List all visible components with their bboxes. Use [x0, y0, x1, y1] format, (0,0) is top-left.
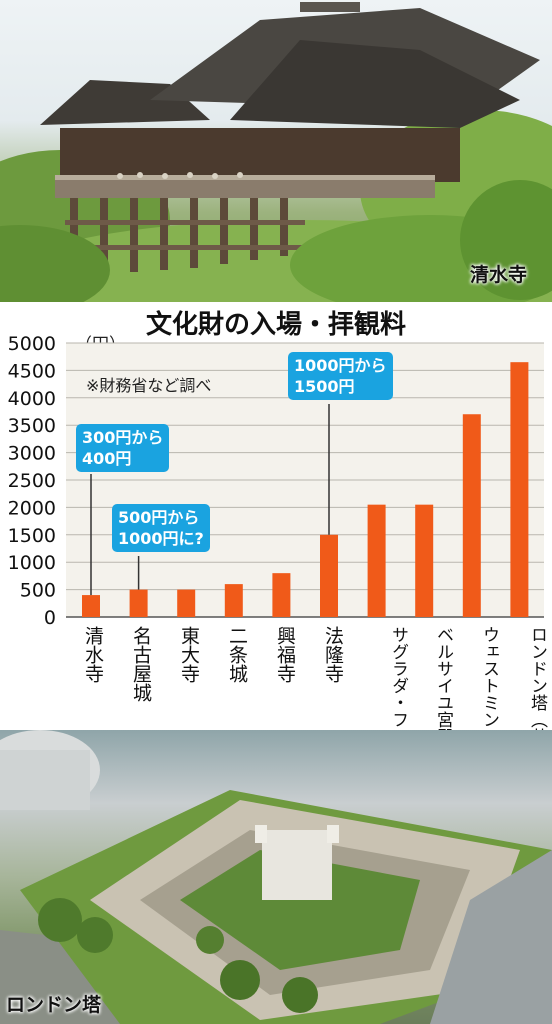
x-label: 興福寺: [274, 626, 296, 683]
bar: [415, 504, 434, 617]
y-tick-label: 3000: [8, 443, 56, 465]
y-tick-label: 500: [20, 580, 56, 602]
y-axis-ticks: 0 500 1000 1500 2000 2500 3000 3500 4000 4500 5000: [8, 333, 56, 629]
kiyomizu-dera-photo: 清水寺: [0, 0, 552, 302]
bar-plot: 0 500 1000 1500 2000 2500 3000 3500 4000 4500 5000: [8, 333, 544, 629]
x-label: 二条城: [226, 626, 248, 683]
callout-line: 400円: [82, 449, 132, 468]
callout-line: 1000円に?: [118, 529, 204, 548]
callout-line: 1500円: [294, 377, 355, 396]
bar: [510, 362, 529, 617]
callout-nagoya: 500円から 1000円に?: [112, 504, 210, 552]
chart-title: 文化財の入場・拝観料: [145, 310, 406, 340]
callout-line: 300円から: [82, 428, 164, 447]
bar: [129, 589, 148, 617]
y-tick-label: 4500: [8, 360, 56, 382]
bar: [177, 589, 196, 617]
x-label: 東大寺: [178, 626, 200, 683]
bar: [320, 534, 338, 617]
callout-line: 500円から: [118, 508, 200, 527]
x-label: 名古屋城: [130, 626, 152, 702]
y-tick-label: 5000: [8, 333, 56, 355]
kiyomizu-dera-illustration: [0, 2, 552, 302]
callout-line: 1000円から: [294, 356, 387, 375]
bar: [367, 504, 386, 617]
y-tick-label: 0: [44, 607, 56, 629]
y-tick-label: 2500: [8, 470, 56, 492]
y-tick-label: 1500: [8, 525, 56, 547]
tower-of-london-photo: ロンドン塔: [0, 730, 552, 1024]
x-label: 清水寺: [82, 626, 104, 683]
tower-of-london-illustration: [0, 730, 552, 1024]
bottom-photo-caption: ロンドン塔: [6, 994, 102, 1016]
bar: [82, 595, 100, 617]
y-tick-label: 4000: [8, 388, 56, 410]
x-label: 法隆寺: [322, 626, 344, 683]
y-tick-label: 1000: [8, 552, 56, 574]
callout-horyuji: 1000円から 1500円: [288, 352, 393, 400]
source-note: ※財務省など調べ: [86, 376, 212, 395]
callout-kiyomizu: 300円から 400円: [76, 424, 170, 472]
y-tick-label: 2000: [8, 497, 56, 519]
bar: [462, 414, 481, 617]
callout-leaders: [90, 404, 330, 596]
bars: [82, 362, 529, 617]
y-tick-label: 3500: [8, 415, 56, 437]
bar: [224, 584, 243, 617]
bar: [272, 573, 291, 617]
top-photo-caption: 清水寺: [470, 264, 528, 286]
